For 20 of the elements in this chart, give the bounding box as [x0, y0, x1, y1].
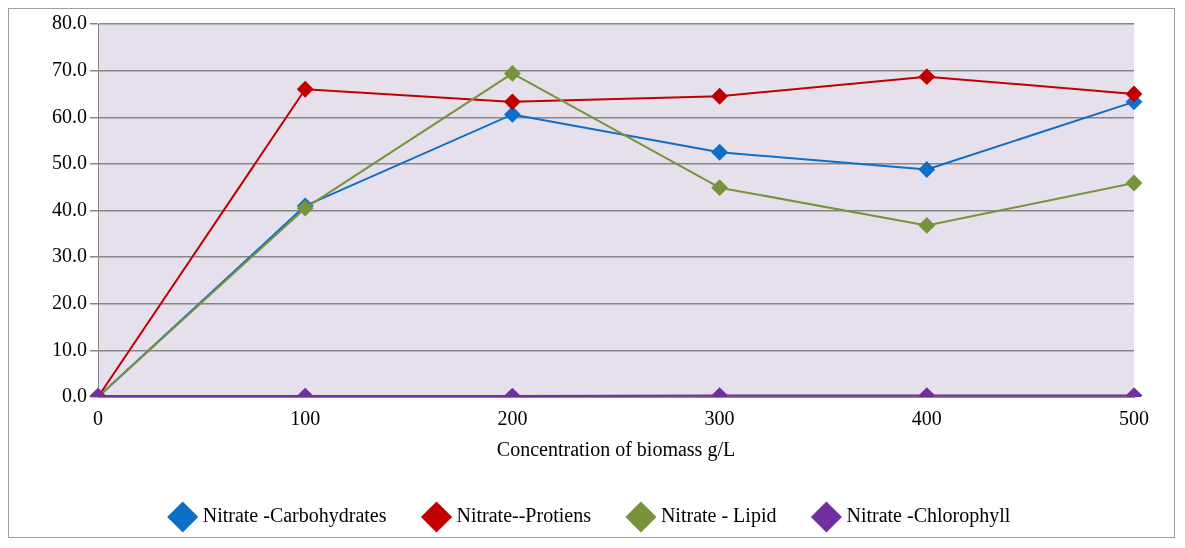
x-axis-title: Concentration of biomass g/L	[496, 438, 736, 462]
y-tick-label: 20.0	[52, 291, 87, 313]
x-tick-label: 0	[93, 407, 103, 430]
x-tick-label: 400	[911, 407, 942, 430]
y-tick-label: 60.0	[52, 104, 87, 127]
x-tick-label: 500	[1119, 407, 1149, 430]
y-tick-label: 40.0	[52, 197, 87, 220]
legend-label: Nitrate--Protiens	[456, 504, 592, 527]
y-tick-label: 50.0	[52, 151, 87, 174]
y-tick-label: 30.0	[52, 244, 87, 267]
x-tick-label: 200	[497, 407, 528, 430]
y-tick-label: 0.0	[62, 384, 87, 407]
x-tick-label: 100	[290, 407, 321, 430]
legend-label: Nitrate -Chlorophyll	[846, 504, 1011, 528]
y-tick-label: 80.0	[52, 11, 87, 34]
legend-label: Nitrate -Carbohydrates	[202, 504, 387, 528]
x-tick-label: 300	[704, 407, 735, 430]
legend-label: Nitrate - Lipid	[660, 504, 777, 528]
y-tick-label: 10.0	[52, 337, 87, 360]
y-tick-label: 70.0	[52, 57, 87, 80]
